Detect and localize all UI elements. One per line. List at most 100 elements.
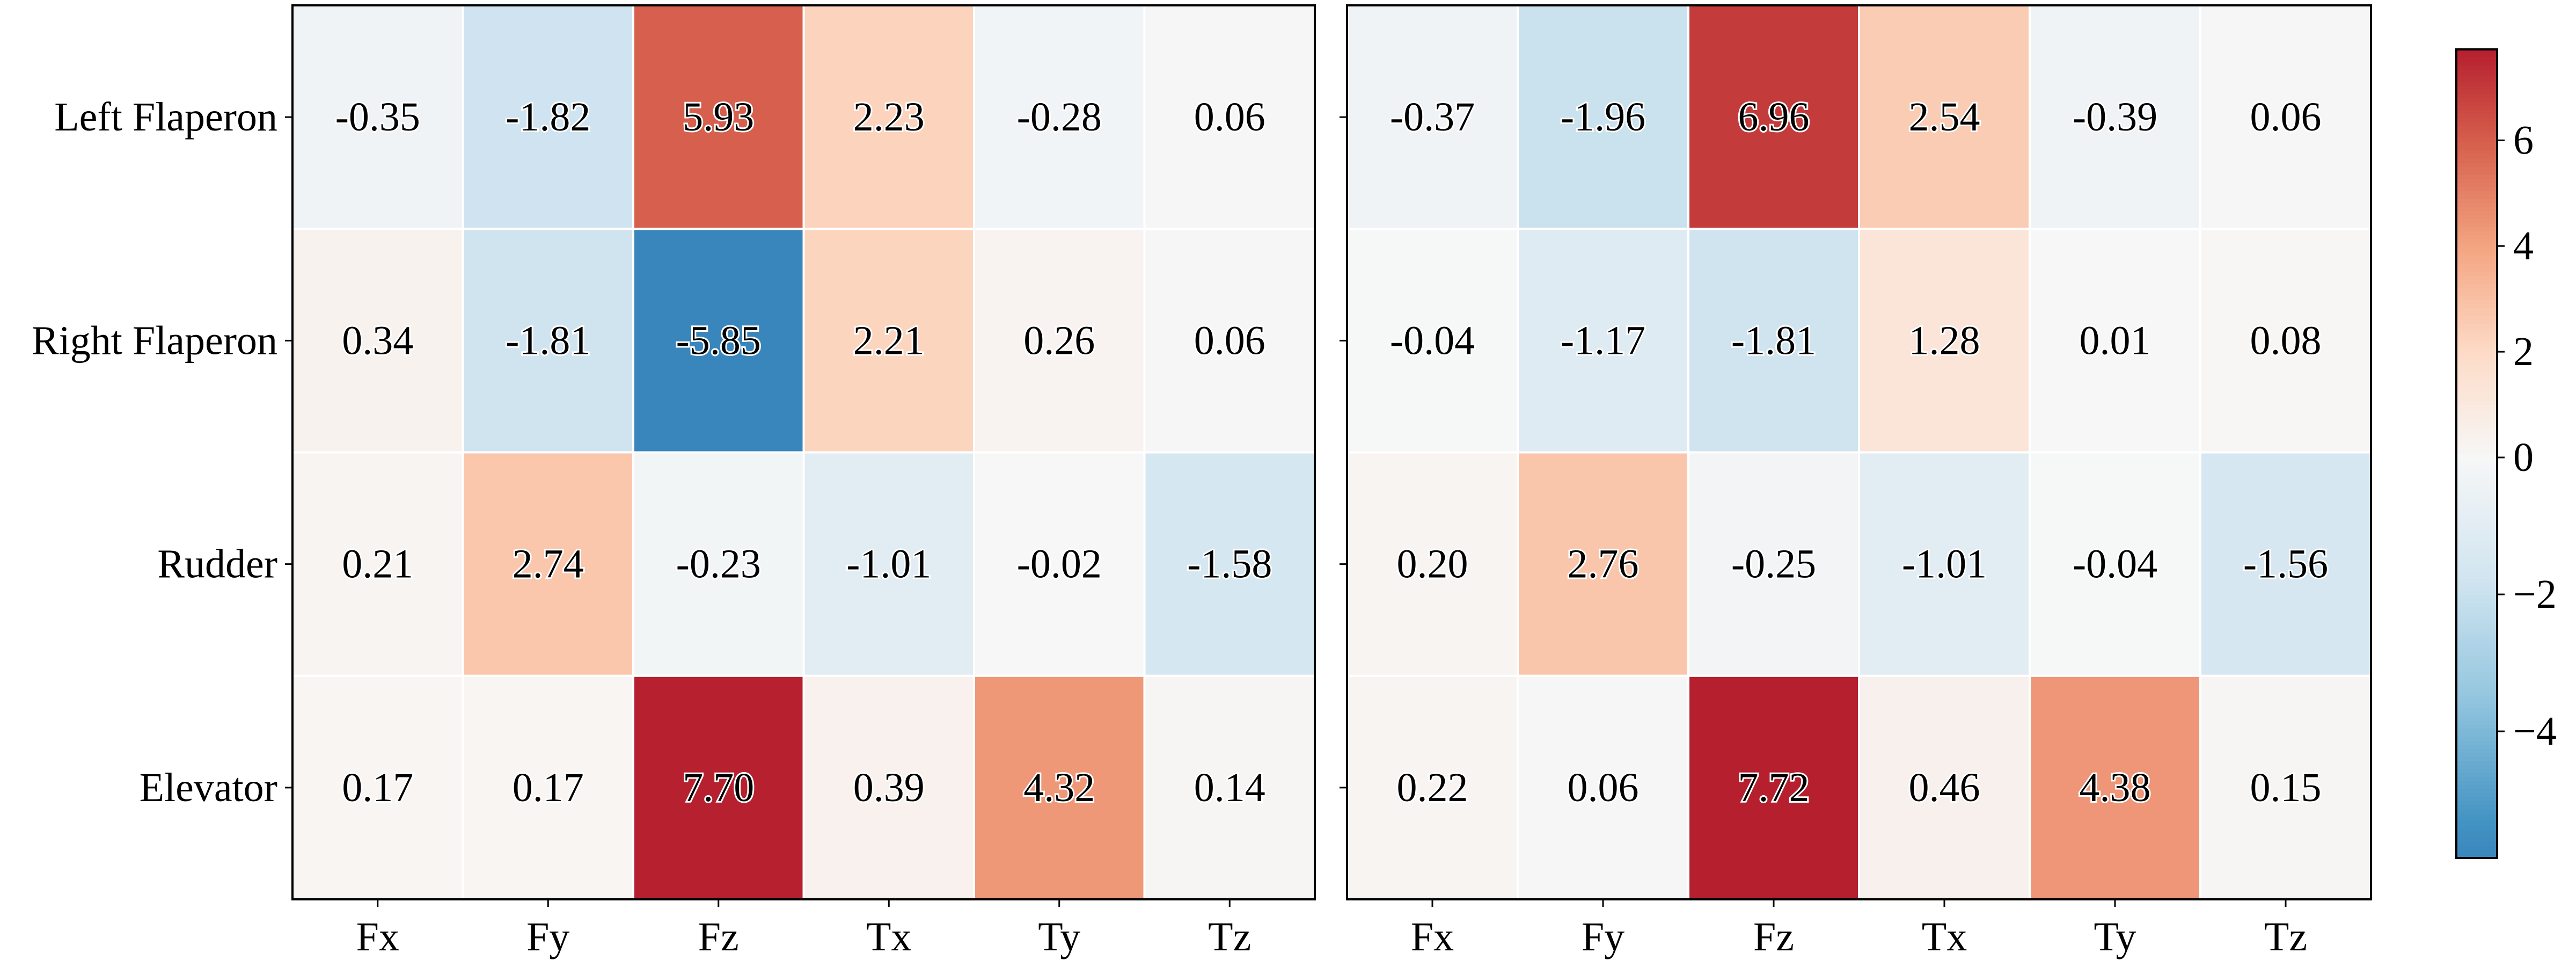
colorbar-segment	[2456, 720, 2497, 725]
x-tick-label: Ty	[2094, 914, 2136, 959]
colorbar-tick-label: 0	[2513, 435, 2534, 480]
colorbar-segment	[2456, 122, 2497, 127]
colorbar-segment	[2456, 77, 2497, 83]
colorbar-segment	[2456, 389, 2497, 394]
colorbar-segment	[2456, 692, 2497, 697]
colorbar-tick-label: −2	[2513, 572, 2557, 617]
cell-value-label: -1.81	[506, 318, 590, 363]
colorbar-segment	[2456, 352, 2497, 358]
colorbar-segment	[2456, 534, 2497, 540]
heatmap-cell	[802, 4, 975, 230]
colorbar-tick-label: −4	[2513, 709, 2557, 754]
y-tick-label: Rudder	[157, 542, 277, 587]
colorbar-segment	[2456, 668, 2497, 673]
colorbar-segment	[2456, 82, 2497, 86]
x-tick-label: Fy	[526, 914, 569, 959]
colorbar-segment	[2456, 801, 2497, 806]
colorbar-segment	[2456, 745, 2497, 750]
colorbar-segment	[2456, 344, 2497, 350]
colorbar-segment	[2456, 154, 2497, 159]
heatmap-cell	[1517, 228, 1689, 454]
colorbar-segment	[2456, 785, 2497, 790]
colorbar-segment	[2456, 676, 2497, 681]
colorbar-segment	[2456, 575, 2497, 580]
colorbar-segment	[2456, 146, 2497, 151]
heatmap-cell	[1687, 674, 1860, 900]
colorbar-segment	[2456, 466, 2497, 471]
colorbar-segment	[2456, 849, 2497, 855]
colorbar-segment	[2456, 66, 2497, 70]
colorbar-segment	[2456, 348, 2497, 353]
colorbar-segment	[2456, 830, 2497, 834]
heatmap-cell	[291, 674, 464, 900]
colorbar-segment	[2456, 457, 2497, 463]
heatmap-cell	[802, 674, 975, 900]
colorbar-segment	[2456, 365, 2497, 369]
heatmap-cell	[973, 4, 1146, 230]
colorbar-segment	[2456, 320, 2497, 325]
colorbar-segment	[2456, 175, 2497, 179]
cell-value-label: 7.70	[683, 765, 754, 810]
cell-value-label: 0.21	[342, 542, 413, 587]
colorbar-segment	[2456, 138, 2497, 143]
colorbar-segment	[2456, 219, 2497, 224]
colorbar-segment	[2456, 98, 2497, 103]
colorbar-segment	[2456, 199, 2497, 204]
colorbar-segment	[2456, 57, 2497, 62]
colorbar-segment	[2456, 563, 2497, 568]
colorbar-segment	[2456, 571, 2497, 576]
cell-value-label: 0.39	[853, 765, 925, 810]
colorbar-segment	[2456, 684, 2497, 689]
colorbar-segment	[2456, 162, 2497, 168]
colorbar-segment	[2456, 357, 2497, 361]
heatmap-cell	[802, 228, 975, 454]
colorbar-segment	[2456, 841, 2497, 847]
colorbar-segment	[2456, 126, 2497, 131]
heatmap-cell	[1858, 674, 2031, 900]
colorbar-segment	[2456, 328, 2497, 333]
colorbar-segment	[2456, 639, 2497, 644]
colorbar-segment	[2456, 547, 2497, 551]
colorbar-segment	[2456, 441, 2497, 446]
heatmap-cell	[462, 228, 634, 454]
x-tick-label: Tx	[866, 914, 911, 959]
heatmap-cell	[2029, 228, 2201, 454]
colorbar-segment	[2456, 449, 2497, 454]
colorbar-segment	[2456, 256, 2497, 260]
colorbar-tick-label: 2	[2513, 329, 2534, 374]
cell-value-label: 5.93	[683, 94, 754, 140]
cell-value-label: 0.17	[342, 765, 413, 810]
colorbar-segment	[2456, 502, 2497, 507]
colorbar-segment	[2456, 421, 2497, 426]
x-tick-label: Fy	[1582, 914, 1624, 959]
heatmap-cell	[2199, 228, 2372, 454]
colorbar-segment	[2456, 118, 2497, 123]
x-tick-label: Fz	[698, 914, 739, 959]
colorbar-segment	[2456, 308, 2497, 313]
colorbar-segment	[2456, 150, 2497, 155]
heatmap-cell	[973, 451, 1146, 677]
cell-value-label: -1.96	[1561, 94, 1645, 140]
colorbar-segment	[2456, 635, 2497, 641]
cell-value-label: -0.39	[2073, 94, 2157, 140]
colorbar-tick-label: 6	[2513, 118, 2534, 163]
heatmap-cell	[1687, 4, 1860, 230]
colorbar-segment	[2456, 623, 2497, 628]
colorbar-segment	[2456, 558, 2497, 564]
cell-value-label: -0.35	[335, 94, 420, 140]
colorbar-segment	[2456, 761, 2497, 766]
cell-value-label: 7.72	[1738, 765, 1810, 810]
colorbar-segment	[2456, 251, 2497, 257]
cell-value-label: 0.06	[2250, 94, 2322, 140]
cell-value-label: -0.25	[1731, 542, 1816, 587]
colorbar-segment	[2456, 688, 2497, 693]
heatmap-panel-1: -0.35 -1.82 5.93 2.23 -0.28 0.06 0.34 -1.81 -5.8…	[32, 4, 1316, 959]
colorbar-segment	[2456, 417, 2497, 422]
colorbar-segment	[2456, 809, 2497, 815]
colorbar-segment	[2456, 360, 2497, 366]
colorbar-segment	[2456, 680, 2497, 685]
colorbar-segment	[2456, 526, 2497, 532]
colorbar-segment	[2456, 566, 2497, 572]
colorbar-segment	[2456, 101, 2497, 107]
heatmap-cell	[2199, 451, 2372, 677]
